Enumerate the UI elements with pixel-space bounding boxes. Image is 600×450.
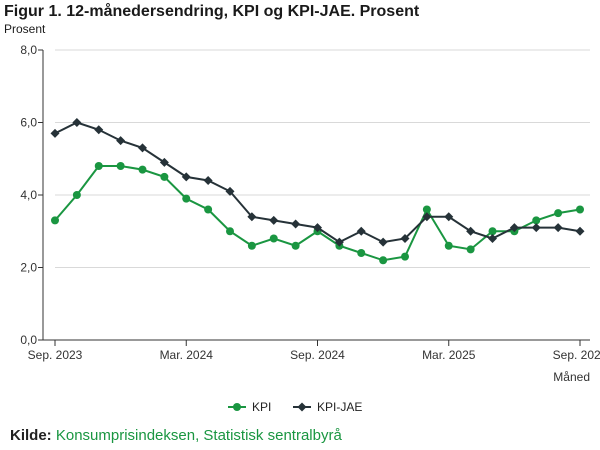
legend-item[interactable]: KPI: [228, 400, 271, 414]
data-point[interactable]: [181, 172, 191, 182]
data-point[interactable]: [334, 237, 344, 247]
data-point[interactable]: [138, 165, 147, 174]
x-tick-label: Sep. 2024: [290, 348, 345, 362]
data-point[interactable]: [313, 223, 322, 233]
data-point[interactable]: [247, 241, 256, 250]
data-point[interactable]: [509, 223, 519, 233]
data-point[interactable]: [269, 215, 279, 225]
data-point[interactable]: [159, 157, 169, 167]
y-tick-label: 6,0: [20, 116, 37, 130]
data-point[interactable]: [269, 234, 278, 243]
legend-item[interactable]: KPI-JAE: [293, 400, 362, 414]
data-point[interactable]: [422, 205, 431, 214]
data-point[interactable]: [50, 128, 60, 138]
data-point[interactable]: [51, 216, 59, 225]
x-axis-ticks: Sep. 2023 Mar. 2024 Sep. 2024 Mar. 2025 Sep.…: [28, 340, 600, 362]
data-point[interactable]: [488, 227, 497, 236]
x-tick-label: Mar. 2025: [422, 348, 476, 362]
source-label: Kilde:: [10, 427, 52, 444]
x-tick-label: Sep. 2025: [553, 348, 600, 362]
data-point[interactable]: [379, 256, 388, 265]
data-point[interactable]: [94, 125, 104, 135]
source-note: Kilde: Konsumprisindeksen, Statistisk se…: [10, 427, 342, 444]
data-point[interactable]: [401, 252, 409, 261]
data-point[interactable]: [291, 241, 300, 250]
data-point[interactable]: [444, 212, 454, 222]
data-point[interactable]: [116, 136, 126, 146]
chart-title: Figur 1. 12-månedersendring, KPI og KPI-…: [4, 3, 420, 20]
data-point[interactable]: [422, 212, 432, 222]
data-point[interactable]: [400, 234, 410, 243]
data-point[interactable]: [72, 118, 82, 127]
data-point[interactable]: [554, 209, 563, 218]
y-tick-label: 0,0: [20, 333, 37, 347]
legend-label: KPI-JAE: [317, 400, 362, 414]
x-tick-label: Mar. 2024: [160, 348, 214, 362]
data-point[interactable]: [466, 245, 475, 254]
data-point[interactable]: [356, 226, 366, 236]
series-line: [54, 165, 581, 262]
data-point[interactable]: [576, 205, 584, 214]
data-point[interactable]: [553, 223, 563, 233]
series-kpi-jae: [50, 118, 585, 247]
data-point[interactable]: [160, 172, 169, 181]
data-point[interactable]: [357, 249, 366, 257]
data-point[interactable]: [203, 176, 213, 185]
y-tick-label: 8,0: [20, 43, 37, 57]
line-chart: 0,02,04,06,08,0 Sep. 2023 Mar. 2024 Sep. 2…: [20, 43, 600, 414]
data-point[interactable]: [291, 219, 301, 229]
legend-marker: [233, 403, 241, 411]
data-point[interactable]: [116, 162, 125, 170]
data-point[interactable]: [138, 143, 147, 153]
data-point[interactable]: [225, 186, 235, 196]
y-tick-label: 2,0: [20, 261, 37, 275]
data-point[interactable]: [532, 216, 541, 225]
data-point[interactable]: [531, 223, 541, 233]
y-tick-label: 4,0: [20, 188, 37, 202]
data-point[interactable]: [247, 212, 257, 222]
x-tick-label: Sep. 2023: [28, 348, 83, 362]
data-point[interactable]: [94, 162, 103, 170]
data-point[interactable]: [182, 194, 191, 203]
series-kpi: [51, 162, 584, 265]
legend-label: KPI: [252, 400, 271, 414]
data-point[interactable]: [466, 226, 476, 236]
data-point[interactable]: [204, 205, 213, 214]
data-point[interactable]: [575, 226, 585, 236]
data-point[interactable]: [444, 241, 453, 250]
legend-marker: [297, 402, 307, 412]
data-point[interactable]: [226, 227, 234, 236]
x-axis-label: Måned: [553, 370, 590, 384]
legend[interactable]: KPI KPI-JAE: [228, 400, 362, 414]
series-group: [50, 118, 585, 265]
source-text: Konsumprisindeksen, Statistisk sentralby…: [55, 427, 342, 444]
y-axis-ticks: 0,0 2,0 4,0 6,0 8,0: [20, 43, 37, 347]
y-axis-label: Prosent: [4, 22, 46, 36]
data-point[interactable]: [378, 237, 388, 247]
data-point[interactable]: [72, 191, 81, 199]
gridlines: [55, 49, 590, 268]
data-point[interactable]: [488, 234, 497, 243]
axes: [38, 49, 590, 341]
